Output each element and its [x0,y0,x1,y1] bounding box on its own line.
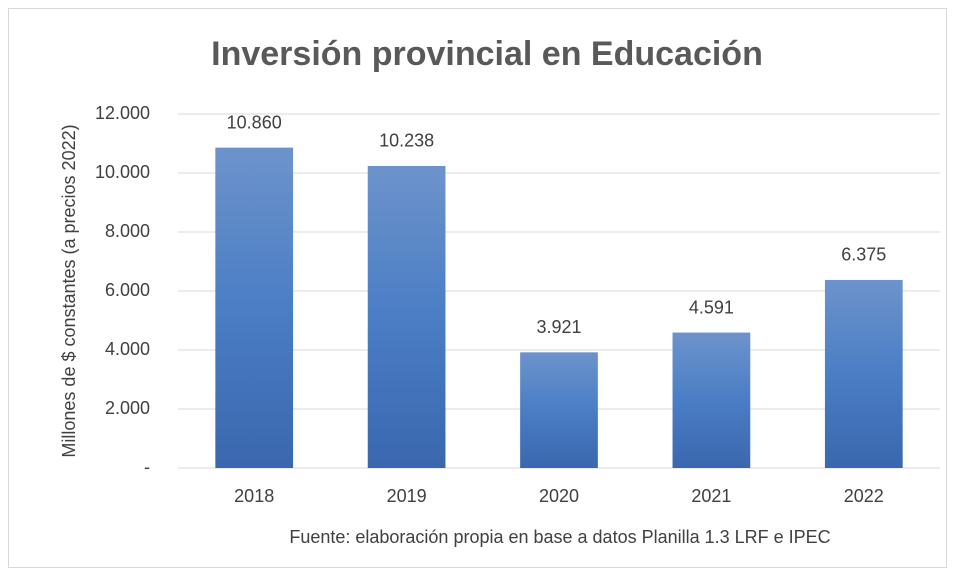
data-label: 6.375 [841,245,886,265]
bar [367,165,446,468]
x-tick-label: 2018 [234,486,274,506]
bar [520,352,598,468]
y-tick-label: 10.000 [95,162,150,182]
y-tick-label: 6.000 [105,280,150,300]
y-axis-label: Millones de $ constantes (a precios 2022… [59,124,79,457]
data-label: 10.860 [227,112,282,132]
x-tick-label: 2019 [387,486,427,506]
bar [672,332,751,468]
data-label: 10.238 [379,131,434,151]
y-tick-label: 4.000 [105,339,150,359]
x-tick-label: 2021 [691,486,731,506]
x-tick-label: 2022 [844,486,884,506]
bar [824,279,903,468]
data-label: 4.591 [689,297,734,317]
bar [215,147,294,468]
y-tick-label: - [144,457,150,477]
data-label: 3.921 [536,317,581,337]
y-tick-label: 12.000 [95,103,150,123]
chart-title: Inversión provincial en Educación [211,35,763,73]
chart-border [8,8,947,568]
x-tick-label: 2020 [539,486,579,506]
y-tick-label: 2.000 [105,398,150,418]
source-note: Fuente: elaboración propia en base a dat… [289,527,830,547]
y-tick-label: 8.000 [105,221,150,241]
